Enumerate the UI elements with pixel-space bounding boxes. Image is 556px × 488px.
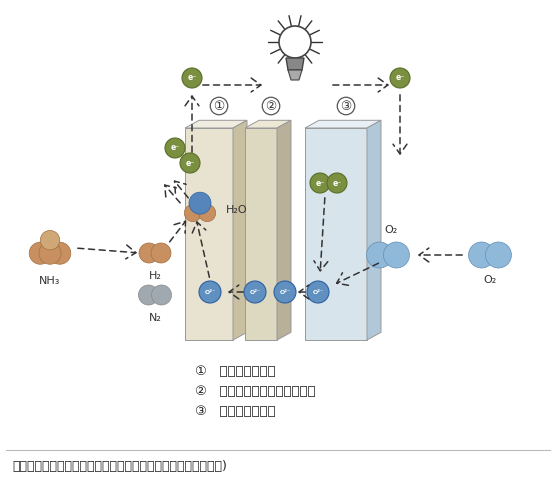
Text: O₂: O₂	[483, 275, 497, 285]
Circle shape	[198, 204, 216, 222]
Text: e⁻: e⁻	[170, 143, 180, 152]
Circle shape	[182, 68, 202, 88]
Text: ①: ①	[214, 100, 225, 113]
Polygon shape	[286, 58, 304, 70]
Text: 図５　アンモニアを直接燃料とした固体酸化物形燃料電池　６): 図５ アンモニアを直接燃料とした固体酸化物形燃料電池 ６)	[12, 460, 227, 473]
Polygon shape	[367, 121, 381, 340]
Circle shape	[485, 242, 512, 268]
Text: ①   燃料極（負極）: ① 燃料極（負極）	[195, 365, 276, 378]
Text: ②   セラミックス膜（電解質）: ② セラミックス膜（電解質）	[195, 385, 316, 398]
Text: e⁻: e⁻	[315, 179, 325, 187]
Text: ②: ②	[265, 100, 277, 113]
Circle shape	[384, 242, 409, 268]
Polygon shape	[233, 121, 247, 340]
Text: ③   空気極（正極）: ③ 空気極（正極）	[195, 405, 276, 418]
Circle shape	[184, 204, 201, 222]
Circle shape	[469, 242, 494, 268]
Text: O₂: O₂	[384, 225, 398, 235]
Text: H₂O: H₂O	[226, 205, 247, 215]
Circle shape	[310, 173, 330, 193]
Circle shape	[279, 26, 311, 58]
Circle shape	[151, 285, 171, 305]
Circle shape	[189, 192, 211, 214]
Circle shape	[366, 242, 393, 268]
Circle shape	[180, 153, 200, 173]
Text: O²⁻: O²⁻	[279, 289, 291, 294]
Bar	[305, 128, 367, 340]
Circle shape	[274, 281, 296, 303]
Circle shape	[151, 243, 171, 263]
Circle shape	[138, 285, 158, 305]
Circle shape	[49, 242, 71, 264]
Polygon shape	[288, 70, 302, 80]
Text: ③: ③	[340, 100, 351, 113]
Text: O²⁻: O²⁻	[312, 289, 324, 294]
Circle shape	[327, 173, 347, 193]
Polygon shape	[245, 121, 291, 128]
Text: e⁻: e⁻	[185, 159, 195, 167]
Text: O²⁻: O²⁻	[250, 289, 261, 294]
Text: NH₃: NH₃	[39, 276, 61, 286]
Circle shape	[390, 68, 410, 88]
Circle shape	[244, 281, 266, 303]
Circle shape	[165, 138, 185, 158]
Polygon shape	[185, 121, 247, 128]
Circle shape	[307, 281, 329, 303]
Bar	[185, 128, 233, 340]
Bar	[245, 128, 277, 340]
Text: H₂: H₂	[148, 271, 161, 281]
Text: e⁻: e⁻	[332, 179, 341, 187]
Circle shape	[39, 242, 61, 264]
Text: e⁻: e⁻	[395, 74, 405, 82]
Text: O²⁻: O²⁻	[205, 289, 216, 294]
Circle shape	[199, 281, 221, 303]
Circle shape	[139, 243, 159, 263]
Polygon shape	[277, 121, 291, 340]
Text: e⁻: e⁻	[187, 74, 197, 82]
Circle shape	[40, 230, 59, 250]
Circle shape	[29, 242, 51, 264]
Polygon shape	[305, 121, 381, 128]
Text: N₂: N₂	[148, 313, 161, 323]
